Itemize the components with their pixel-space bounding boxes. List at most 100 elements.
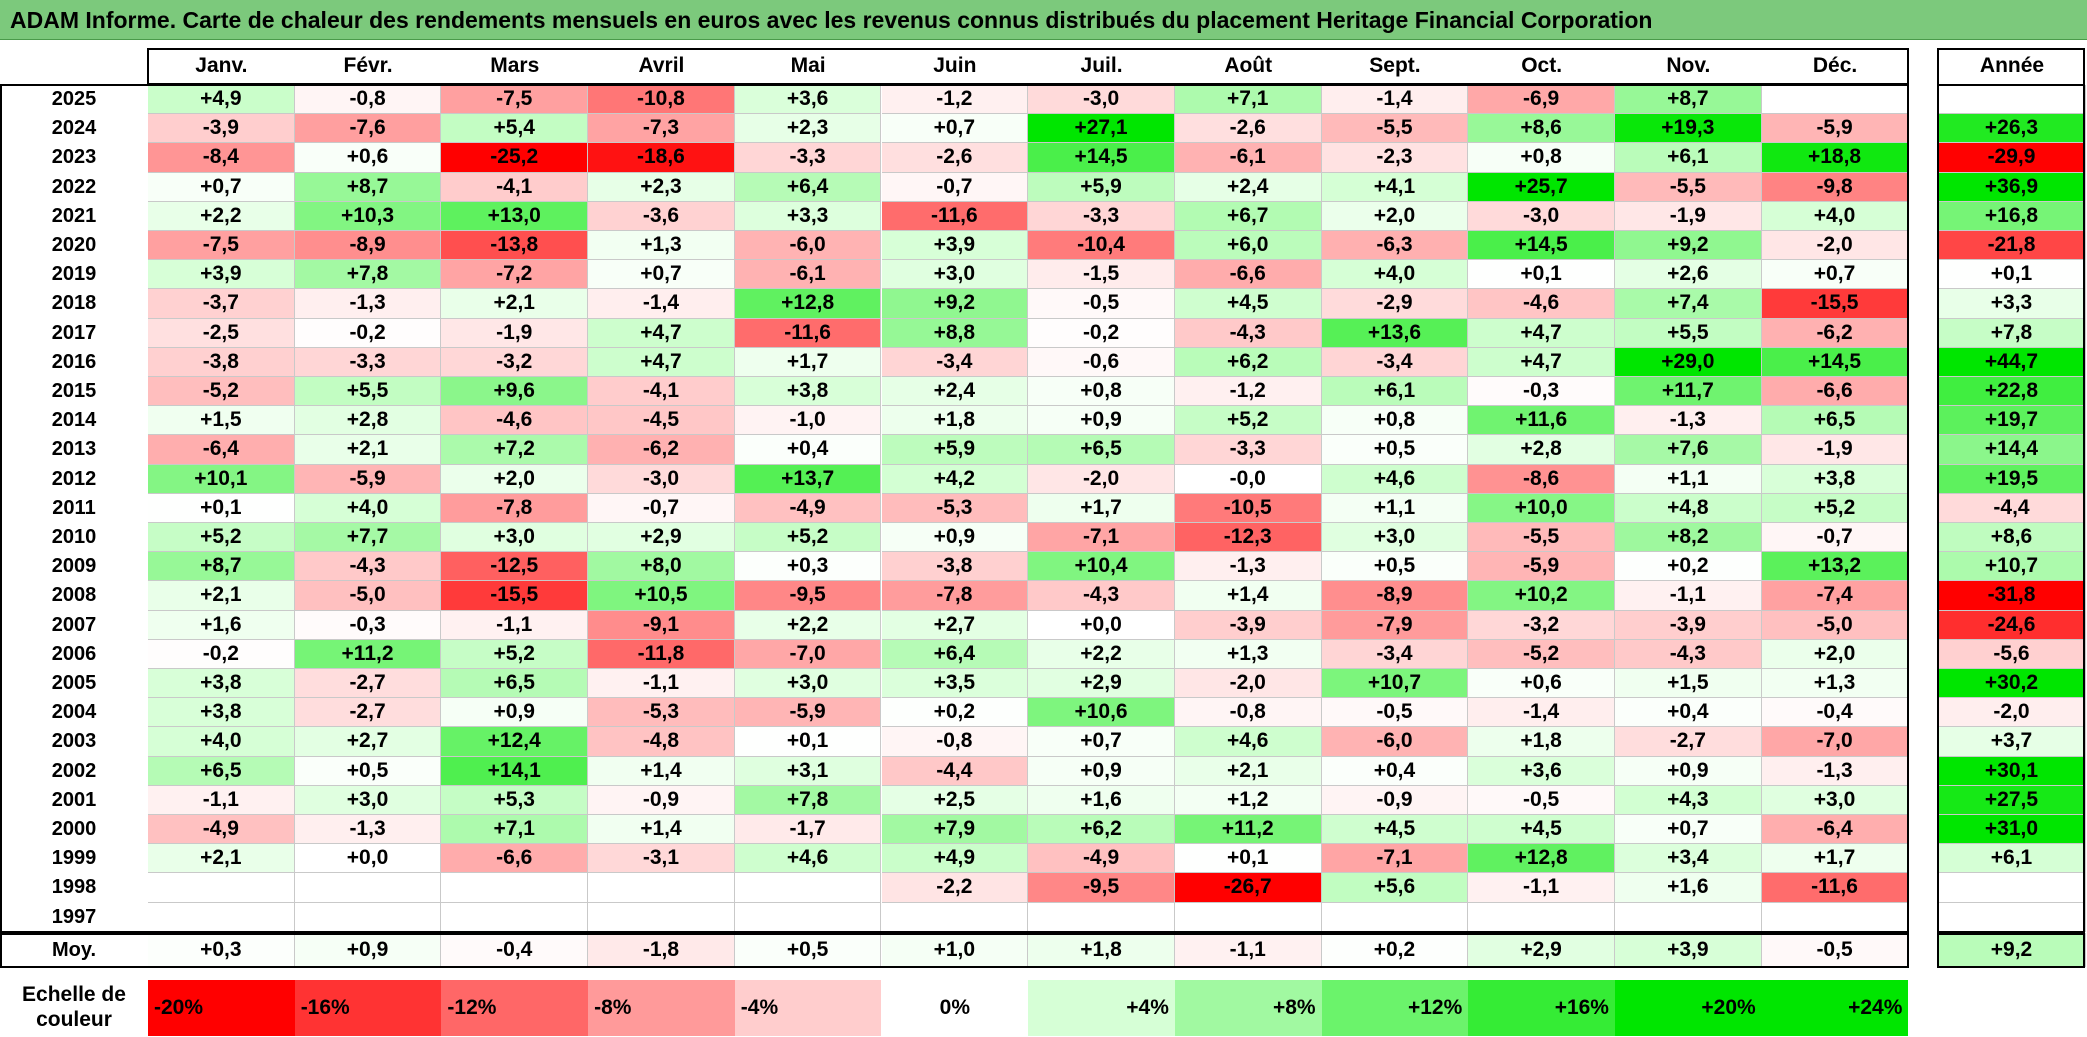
heatmap-cell: +10,3 (294, 201, 442, 231)
heatmap-cell: +12,8 (1468, 844, 1615, 874)
heatmap-cell: -1,4 (588, 289, 735, 319)
heatmap-cell: +1,1 (1321, 493, 1469, 523)
row-year-label: 2016 (51, 350, 97, 373)
heatmap-cell: -7,1 (1321, 844, 1469, 874)
heatmap-cell: -11,8 (588, 639, 735, 669)
heatmap-cell: +0,2 (1615, 552, 1762, 582)
heatmap-cell: -3,3 (1174, 435, 1322, 465)
heatmap-cell: -8,6 (1468, 464, 1615, 494)
heatmap-cell: -0,8 (294, 85, 442, 115)
heatmap-cell: +2,0 (1321, 201, 1469, 231)
color-scale-label: Echelle de couleur (0, 978, 148, 1036)
heatmap-cell: -1,9 (1615, 201, 1762, 231)
heatmap-cell: +1,8 (881, 406, 1029, 436)
heatmap-cell: +2,7 (294, 727, 442, 757)
color-scale-cell: +8% (1174, 980, 1322, 1036)
color-scale-label-line2: couleur (36, 1008, 112, 1031)
heatmap-cell: -3,0 (1028, 85, 1175, 115)
heatmap-cell: +1,6 (1028, 785, 1175, 815)
heatmap-cell: +4,2 (881, 464, 1029, 494)
heatmap-cell: -5,9 (734, 698, 882, 728)
row-year-label: 2013 (51, 438, 97, 461)
heatmap-cell: -1,0 (734, 406, 882, 436)
heatmap-cell: -2,7 (1615, 727, 1762, 757)
heatmap-cell: -3,8 (148, 347, 295, 377)
heatmap-cell: +11,6 (1468, 406, 1615, 436)
heatmap-cell: -1,7 (734, 815, 882, 845)
heatmap-cell: +7,8 (734, 785, 882, 815)
heatmap-cell: +6,0 (1174, 231, 1322, 261)
heatmap-cell (1028, 902, 1175, 932)
heatmap-cell: +2,2 (148, 201, 295, 231)
heatmap-cell: +0,1 (148, 493, 295, 523)
heatmap-cell: -6,4 (1761, 815, 1909, 845)
heatmap-cell: -1,3 (1174, 552, 1322, 582)
heatmap-cell: -0,7 (588, 493, 735, 523)
heatmap-cell: +4,6 (1174, 727, 1322, 757)
heatmap-cell: +4,0 (1761, 201, 1909, 231)
heatmap-cell: +2,1 (148, 844, 295, 874)
heatmap-cell: -7,8 (441, 493, 589, 523)
heatmap-cell: +3,8 (148, 669, 295, 699)
annual-cell: -31,8 (1938, 581, 2086, 611)
heatmap-cell: -5,5 (1615, 172, 1762, 202)
annual-cell: +30,2 (1938, 669, 2086, 699)
heatmap-cell: -5,3 (588, 698, 735, 728)
heatmap-cell: -3,3 (1028, 201, 1175, 231)
heatmap-cell: -2,6 (881, 143, 1029, 173)
heatmap-cell: +9,6 (441, 377, 589, 407)
heatmap-cell: +1,3 (1761, 669, 1909, 699)
heatmap-cell: +2,4 (881, 377, 1029, 407)
heatmap-cell: +3,5 (881, 669, 1029, 699)
heatmap-cell: -7,9 (1321, 610, 1469, 640)
heatmap-cell: -4,8 (588, 727, 735, 757)
heatmap-cell: +4,0 (294, 493, 442, 523)
heatmap-cell: +2,1 (294, 435, 442, 465)
heatmap-cell: +0,7 (588, 260, 735, 290)
annual-cell: -24,6 (1938, 610, 2086, 640)
heatmap-cell: -2,7 (294, 669, 442, 699)
heatmap-cell: -7,6 (294, 114, 442, 144)
row-year-label: 2007 (51, 613, 97, 636)
heatmap-cell: -1,3 (294, 289, 442, 319)
heatmap-cell: +7,6 (1615, 435, 1762, 465)
heatmap-cell: -3,7 (148, 289, 295, 319)
annual-cell: +36,9 (1938, 172, 2086, 202)
heatmap-cell: +1,3 (588, 231, 735, 261)
heatmap-cell: -12,3 (1174, 523, 1322, 553)
heatmap-cell: +2,1 (441, 289, 589, 319)
heatmap-cell: +1,4 (588, 756, 735, 786)
heatmap-cell: +0,4 (1615, 698, 1762, 728)
heatmap-cell: +6,5 (441, 669, 589, 699)
annual-cell: -21,8 (1938, 231, 2086, 261)
heatmap-cell: +14,1 (441, 756, 589, 786)
heatmap-cell: +3,8 (1761, 464, 1909, 494)
heatmap-cell: -4,5 (588, 406, 735, 436)
heatmap-cell: -3,2 (441, 347, 589, 377)
heatmap-cell: -1,4 (1468, 698, 1615, 728)
heatmap-cell: +3,3 (734, 201, 882, 231)
heatmap-cell: +3,9 (148, 260, 295, 290)
month-header: Avril (638, 54, 685, 77)
heatmap-cell: +6,5 (148, 756, 295, 786)
annual-cell: +14,4 (1938, 435, 2086, 465)
heatmap-cell: -3,9 (1174, 610, 1322, 640)
heatmap-cell: -3,2 (1468, 610, 1615, 640)
heatmap-cell: +5,2 (1761, 493, 1909, 523)
heatmap-cell: -5,9 (1468, 552, 1615, 582)
row-year-label: 2017 (51, 321, 97, 344)
heatmap-cell: +0,9 (881, 523, 1029, 553)
heatmap-cell: +3,6 (1468, 756, 1615, 786)
heatmap-cell: -0,3 (1468, 377, 1615, 407)
heatmap-cell: +8,7 (1615, 85, 1762, 115)
heatmap-cell: -0,2 (294, 318, 442, 348)
heatmap-cell: +6,4 (734, 172, 882, 202)
heatmap-cell: -3,6 (588, 201, 735, 231)
heatmap-cell: -11,6 (881, 201, 1029, 231)
heatmap-cell: -26,7 (1174, 873, 1322, 903)
heatmap-cell: +0,0 (1028, 610, 1175, 640)
heatmap-cell: -0,9 (588, 785, 735, 815)
heatmap-cell: -2,5 (148, 318, 295, 348)
heatmap-cell: +4,7 (588, 347, 735, 377)
color-scale-cell: 0% (881, 980, 1029, 1036)
